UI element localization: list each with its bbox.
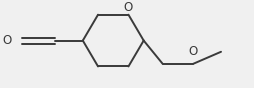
Text: O: O [124,1,133,14]
Text: O: O [188,45,198,58]
Text: O: O [3,34,12,47]
